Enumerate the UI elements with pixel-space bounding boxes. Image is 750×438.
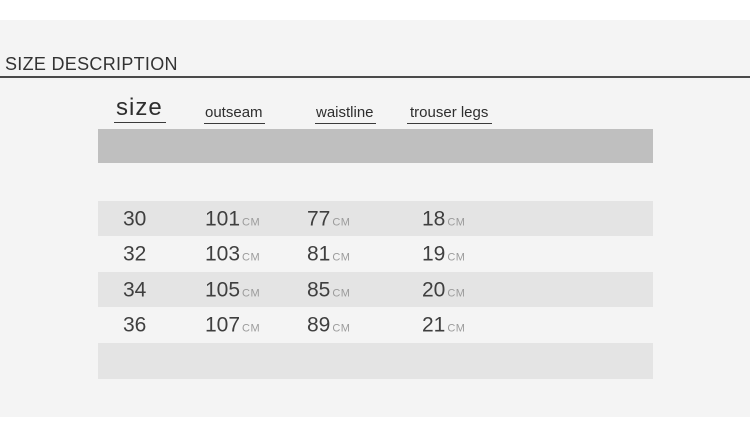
table-row: 32 103 CM 81 CM 19 CM xyxy=(98,236,653,272)
trouser-legs-value: 21 xyxy=(422,313,446,337)
waistline-value: 81 xyxy=(307,242,331,266)
cell-waistline: 77 CM xyxy=(307,207,350,230)
unit-label: CM xyxy=(332,251,351,264)
trouser-legs-value: 20 xyxy=(422,277,446,301)
outseam-value: 101 xyxy=(205,206,241,230)
cell-size: 34 xyxy=(123,277,147,301)
column-header-outseam: outseam xyxy=(204,105,265,124)
cell-trouser-legs: 21 CM xyxy=(422,313,465,336)
waistline-value: 77 xyxy=(307,206,331,230)
unit-label: CM xyxy=(447,322,466,335)
unit-label: CM xyxy=(332,286,351,299)
unit-label: CM xyxy=(242,251,261,264)
trouser-legs-value: 18 xyxy=(422,206,446,230)
unit-label: CM xyxy=(447,251,466,264)
cell-outseam: 107 CM xyxy=(205,313,260,336)
table-row: 34 105 CM 85 CM 20 CM xyxy=(98,272,653,307)
unit-label: CM xyxy=(447,286,466,299)
outseam-value: 107 xyxy=(205,313,241,337)
outseam-value: 105 xyxy=(205,277,241,301)
cell-size: 32 xyxy=(123,242,147,266)
page-title: SIZE DESCRIPTION xyxy=(5,54,178,74)
cell-trouser-legs: 18 CM xyxy=(422,207,465,230)
unit-label: CM xyxy=(332,322,351,335)
cell-waistline: 85 CM xyxy=(307,278,350,301)
cell-trouser-legs: 20 CM xyxy=(422,278,465,301)
outseam-value: 103 xyxy=(205,242,241,266)
trouser-legs-value: 19 xyxy=(422,242,446,266)
unit-label: CM xyxy=(242,322,261,335)
cell-waistline: 89 CM xyxy=(307,313,350,336)
cell-outseam: 103 CM xyxy=(205,242,260,265)
cell-trouser-legs: 19 CM xyxy=(422,242,465,265)
unit-label: CM xyxy=(242,286,261,299)
waistline-value: 85 xyxy=(307,277,331,301)
unit-label: CM xyxy=(242,215,261,228)
table-footer-band xyxy=(98,343,653,379)
column-header-size: size xyxy=(114,96,166,123)
table-row: 30 101 CM 77 CM 18 CM xyxy=(98,201,653,236)
title-divider xyxy=(0,76,750,78)
cell-outseam: 105 CM xyxy=(205,278,260,301)
cell-outseam: 101 CM xyxy=(205,207,260,230)
cell-waistline: 81 CM xyxy=(307,242,350,265)
size-description-panel: SIZE DESCRIPTION size outseam waistline … xyxy=(0,20,750,417)
unit-label: CM xyxy=(332,215,351,228)
cell-size: 30 xyxy=(123,206,147,230)
column-header-trouser-legs: trouser legs xyxy=(407,105,493,124)
cell-size: 36 xyxy=(123,313,147,337)
column-header-waistline: waistline xyxy=(315,105,376,124)
table-row: 36 107 CM 89 CM 21 CM xyxy=(98,307,653,343)
unit-label: CM xyxy=(447,215,466,228)
table-header-band xyxy=(98,129,653,163)
waistline-value: 89 xyxy=(307,313,331,337)
